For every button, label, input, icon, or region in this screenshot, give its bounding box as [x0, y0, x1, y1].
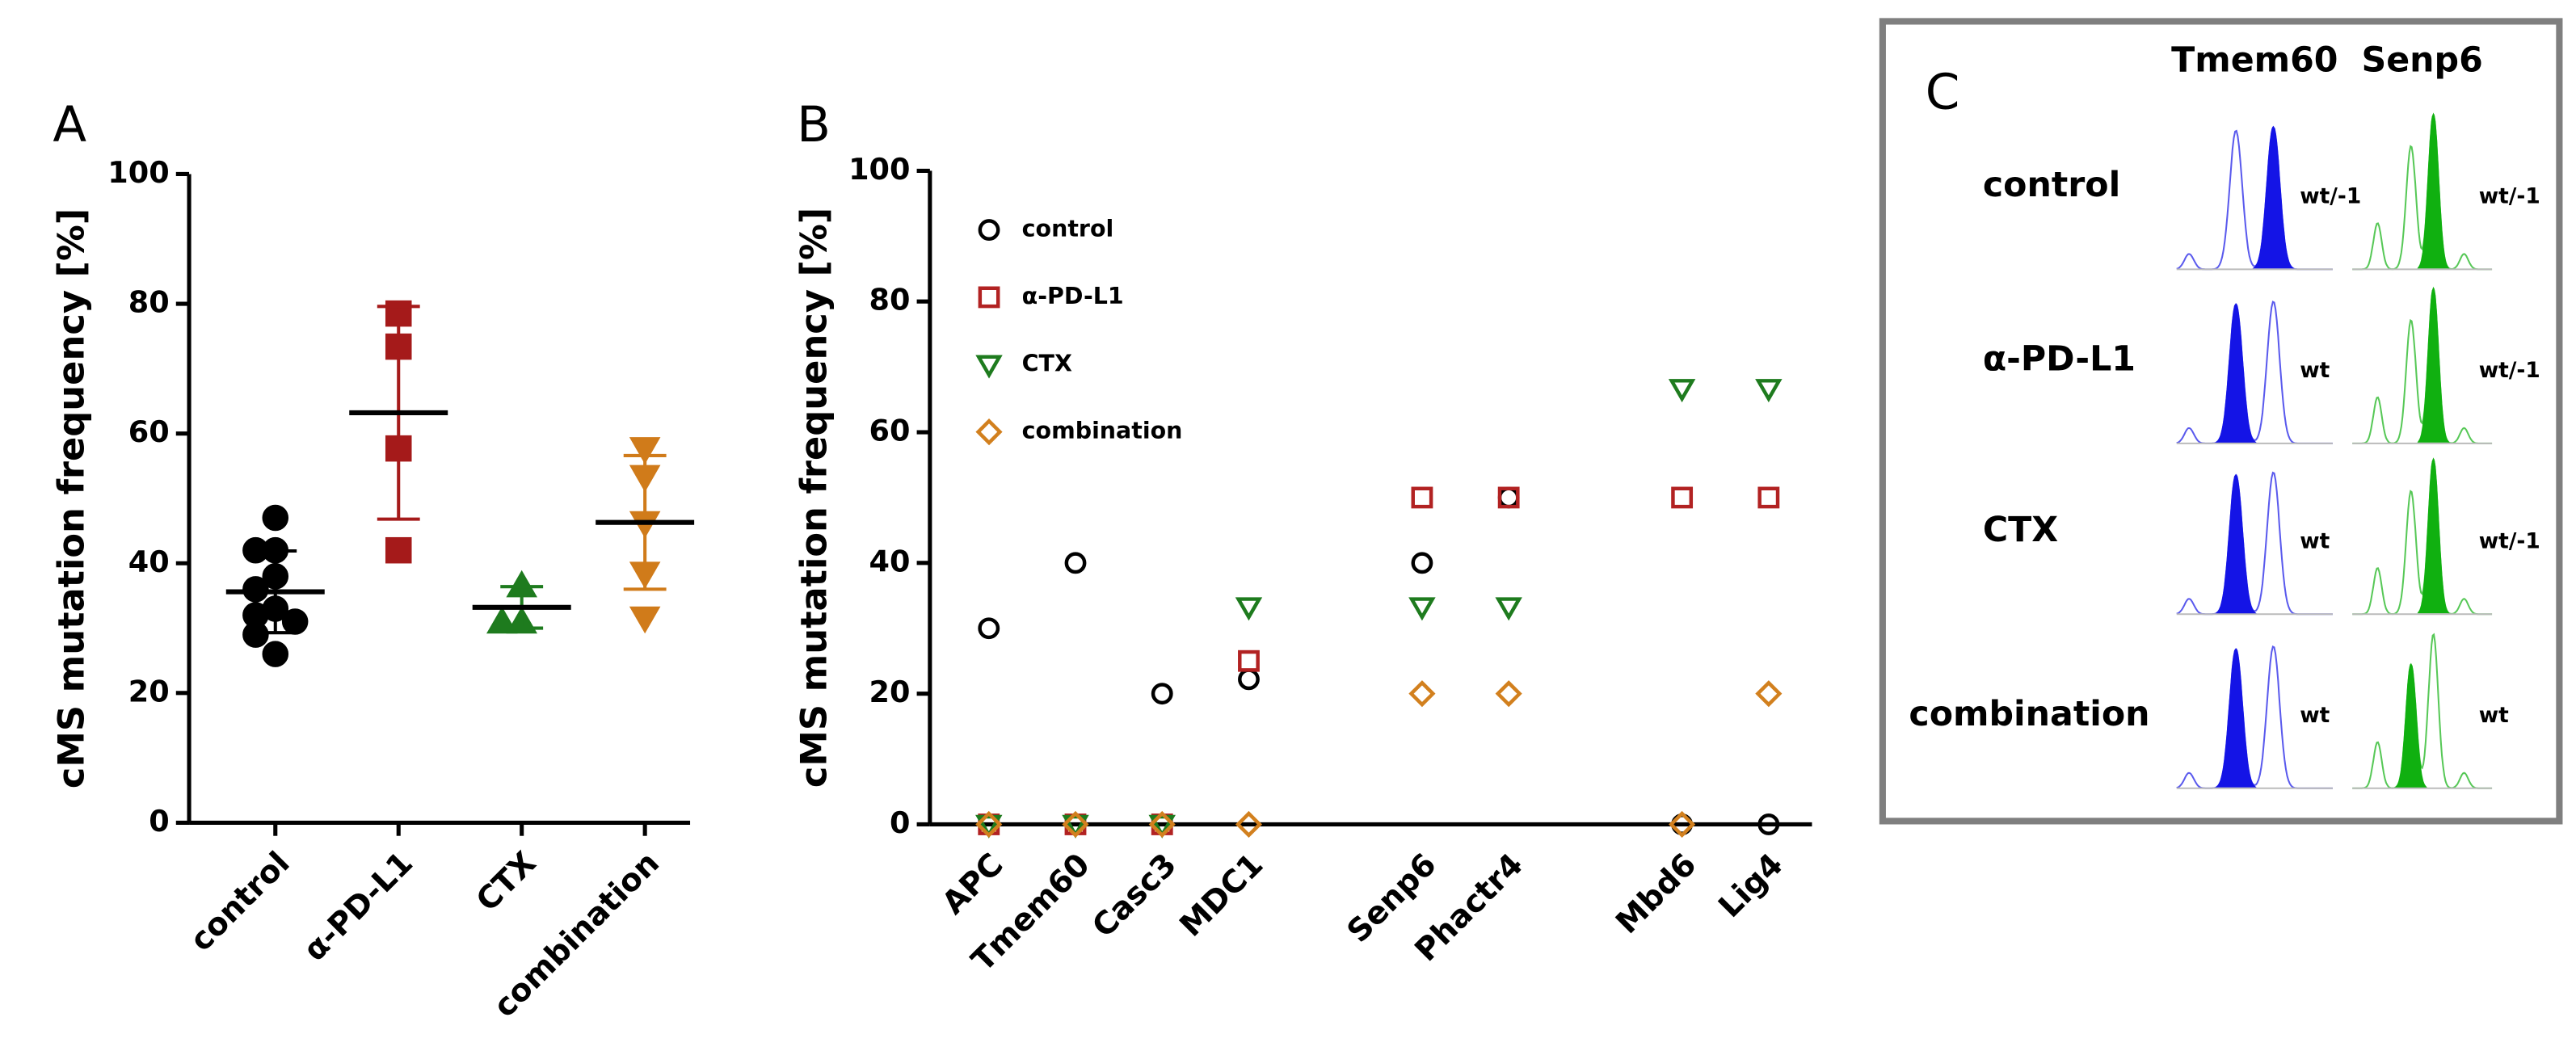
point [1411, 486, 1433, 509]
chromatogram-peak [2417, 457, 2450, 614]
point [975, 810, 1003, 839]
y-tick-label: 100 [848, 152, 910, 187]
chromatogram-peak [2394, 662, 2428, 788]
point [629, 437, 661, 465]
y-tick-label: 60 [869, 414, 911, 448]
x-tick-label: Lig4 [1711, 847, 1790, 925]
chromatogram-peak [2215, 303, 2257, 444]
point [242, 576, 269, 603]
point [1497, 486, 1520, 509]
point [1148, 814, 1176, 839]
row-label: combination [1909, 694, 2149, 734]
y-tick-label: 0 [890, 805, 910, 840]
point [1151, 683, 1173, 705]
y-tick-label: 40 [128, 544, 170, 579]
chromatogram-peak [2215, 473, 2257, 614]
legend-label: α-PD-L1 [1022, 283, 1124, 309]
chromatogram-peak [2417, 112, 2450, 269]
x-tick-label: CTX [469, 845, 544, 919]
chromatogram-trace [2352, 459, 2493, 616]
legend-label: CTX [1022, 350, 1072, 376]
point [1238, 650, 1260, 672]
point [975, 814, 1003, 839]
point [1497, 486, 1520, 509]
x-tick-label: control [183, 845, 297, 959]
point [978, 617, 1000, 640]
chromatogram-peak [2215, 647, 2257, 788]
point [1148, 810, 1176, 839]
point [1238, 668, 1260, 691]
point [978, 219, 1000, 242]
y-tick-label: 100 [107, 155, 169, 190]
y-tick-label: 0 [149, 804, 169, 839]
point [385, 536, 412, 564]
point [262, 504, 289, 532]
point [1755, 680, 1783, 708]
y-tick-label: 20 [869, 675, 911, 709]
panel-c-frame [1879, 18, 2563, 825]
genotype-call: wt [2300, 358, 2330, 383]
point [1064, 552, 1087, 574]
genotype-call: wt [2479, 703, 2509, 728]
chromatogram-trace [2352, 633, 2493, 789]
y-tick-label: 60 [128, 414, 170, 449]
panel-label: B [797, 96, 831, 153]
genotype-call: wt/-1 [2479, 358, 2540, 383]
panel-label: A [53, 96, 86, 153]
point [1757, 486, 1780, 509]
chromatogram-trace [2352, 114, 2493, 271]
row-label: α-PD-L1 [1983, 339, 2136, 380]
point [1408, 597, 1436, 621]
point [281, 608, 309, 635]
genotype-call: wt/-1 [2479, 183, 2540, 208]
y-tick-label: 80 [869, 283, 911, 317]
point [629, 606, 661, 634]
point [975, 418, 1003, 446]
point [1408, 680, 1436, 708]
point [262, 641, 289, 667]
chromatogram-peak [2417, 286, 2450, 443]
x-tick-label: APC [935, 847, 1010, 922]
point [1411, 552, 1433, 574]
genotype-call: wt/-1 [2300, 183, 2361, 208]
x-tick-label: Casc3 [1085, 847, 1184, 945]
x-tick-label: α-PD-L1 [297, 845, 420, 969]
row-label: control [1983, 165, 2120, 205]
legend-label: control [1022, 216, 1114, 242]
point [242, 621, 269, 648]
point [978, 286, 1000, 309]
genotype-call: wt/-1 [2479, 528, 2540, 553]
genotype-call: wt [2300, 703, 2330, 728]
point [1235, 810, 1263, 839]
point [1062, 810, 1089, 839]
column-header: Tmem60 [2171, 40, 2338, 81]
point [1668, 379, 1696, 403]
genotype-call: wt [2300, 528, 2330, 553]
point [1062, 814, 1089, 839]
x-tick-label: Mbd6 [1609, 847, 1703, 941]
column-header: Senp6 [2362, 40, 2483, 81]
point [1495, 597, 1522, 621]
y-axis-label: cMS mutation frequency [%] [50, 208, 93, 788]
x-tick-label: MDC1 [1172, 847, 1270, 944]
point [975, 355, 1003, 379]
chromatogram-trace [2352, 288, 2493, 444]
panel-label: C [1926, 63, 1960, 120]
point [1671, 486, 1694, 509]
point [1495, 680, 1522, 708]
y-tick-label: 40 [869, 544, 911, 578]
legend-label: combination [1022, 418, 1183, 444]
row-label: CTX [1983, 510, 2058, 550]
point [1757, 813, 1780, 835]
point [1669, 810, 1696, 839]
y-tick-label: 80 [128, 285, 170, 320]
y-axis-label: cMS mutation frequency [%] [793, 208, 836, 788]
point [1235, 597, 1263, 621]
chromatogram-peak [2252, 125, 2295, 269]
point [1755, 379, 1783, 403]
y-tick-label: 20 [128, 674, 170, 708]
